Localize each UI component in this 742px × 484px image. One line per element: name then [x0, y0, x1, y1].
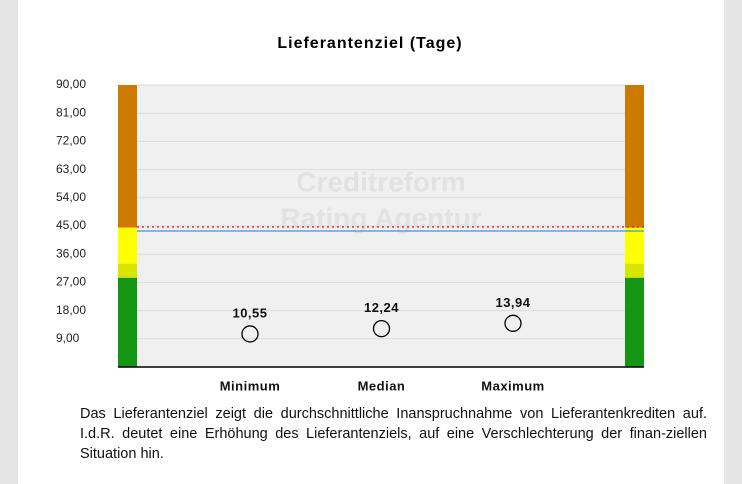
y-tick-label: 72,00 [56, 134, 86, 148]
y-tick-label: 36,00 [56, 246, 86, 260]
value-label: 12,24 [364, 300, 399, 315]
y-tick-label: 63,00 [56, 162, 86, 176]
band [118, 263, 137, 278]
band [118, 85, 137, 228]
point [241, 325, 259, 343]
y-tick-label: 9,00 [56, 331, 80, 345]
y-tick-label: 54,00 [56, 190, 86, 204]
band [625, 227, 644, 264]
chart: Lieferantenziel (Tage) Creditreform Ratin… [56, 35, 644, 393]
watermark: Rating Agentur [280, 202, 481, 233]
band [118, 277, 137, 367]
x-tick-label: Maximum [481, 378, 544, 393]
band [118, 227, 137, 264]
value-label: 13,94 [495, 295, 530, 310]
x-tick-label: Median [358, 378, 406, 393]
band [625, 277, 644, 367]
y-tick-label: 90,00 [56, 77, 86, 91]
description: Das Lieferantenziel zeigt die durchschni… [80, 406, 707, 462]
chart-title: Lieferantenziel (Tage) [277, 35, 462, 52]
band [625, 263, 644, 278]
value-label: 10,55 [232, 305, 267, 320]
point [372, 319, 391, 338]
y-tick-label: 27,00 [56, 275, 86, 289]
watermark: Creditreform [296, 166, 466, 197]
y-tick-label: 45,00 [56, 218, 86, 232]
point [504, 314, 522, 332]
y-tick-label: 18,00 [56, 303, 86, 317]
x-tick-label: Minimum [220, 378, 281, 393]
band [625, 85, 644, 228]
y-tick-label: 81,00 [56, 105, 86, 119]
